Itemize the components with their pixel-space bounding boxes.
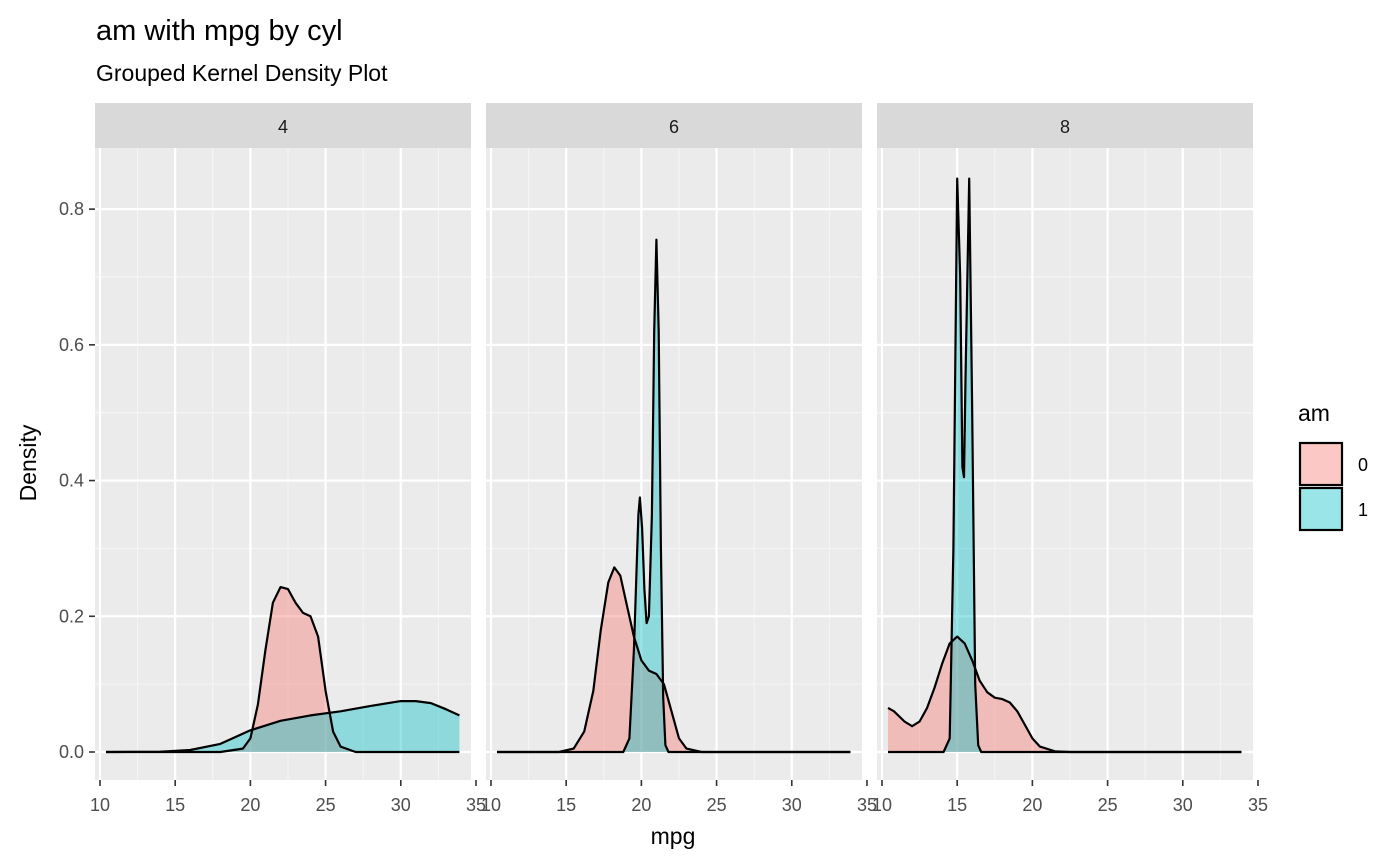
- panel-background: [486, 148, 862, 780]
- x-tick-label: 10: [872, 795, 892, 815]
- legend: am 0 1: [1298, 400, 1368, 532]
- y-tick-label: 0.8: [59, 199, 84, 219]
- chart-subtitle: Grouped Kernel Density Plot: [96, 60, 388, 86]
- legend-title: am: [1298, 400, 1330, 426]
- legend-label: 1: [1358, 500, 1368, 520]
- legend-key-am-1: [1298, 486, 1344, 532]
- density-line-am-1: [497, 238, 851, 754]
- density-area-am-0: [106, 587, 460, 752]
- facet-strip-label: 8: [1060, 117, 1070, 137]
- x-tick-label: 10: [481, 795, 501, 815]
- facet-strip: [486, 103, 862, 148]
- facet-panel-8: 8 10 15 20 25 30 35: [872, 103, 1268, 815]
- x-tick-label: 25: [1098, 795, 1118, 815]
- x-tick-label: 10: [90, 795, 110, 815]
- y-tick-label: 0.6: [59, 335, 84, 355]
- density-line-am-1: [105, 700, 460, 754]
- chart-title: am with mpg by cyl: [96, 15, 343, 47]
- density-layer: [887, 177, 1242, 754]
- x-tick-label: 35: [466, 795, 486, 815]
- legend-key-bg: [1299, 487, 1343, 531]
- x-tick-label: 35: [857, 795, 877, 815]
- facet-strip-label: 6: [669, 117, 679, 137]
- x-tick-label: 15: [165, 795, 185, 815]
- density-line-am-0: [106, 586, 460, 754]
- x-tick-label: 25: [707, 795, 727, 815]
- y-tick-label: 0.4: [59, 471, 84, 491]
- legend-label: 0: [1358, 455, 1368, 475]
- panel-background: [95, 148, 471, 780]
- x-tick-label: 15: [556, 795, 576, 815]
- facet-strip: [877, 103, 1253, 148]
- y-axis-title: Density: [15, 424, 41, 501]
- facet-strip-label: 4: [278, 117, 288, 137]
- panel-background: [877, 148, 1253, 780]
- facet-panel-4: 4 10 15 20 25 30 35 0.0 0.2 0.4 0.6 0.8: [59, 103, 486, 815]
- density-layer: [105, 586, 460, 754]
- x-tick-label: 15: [947, 795, 967, 815]
- facet-panels: 4 10 15 20 25 30 35 0.0 0.2 0.4 0.6 0.8 6 10 15 20 25 30 3…: [59, 103, 1268, 815]
- legend-key-bg: [1299, 442, 1343, 486]
- density-area-am-1: [106, 701, 460, 752]
- x-tick-label: 30: [391, 795, 411, 815]
- density-area-am-1: [888, 178, 1242, 753]
- x-tick-label: 30: [782, 795, 802, 815]
- density-layer: [497, 238, 851, 754]
- facet-strip: [95, 103, 471, 148]
- legend-key-am-0: [1298, 441, 1344, 487]
- y-tick-label: 0.2: [59, 606, 84, 626]
- x-axis-title: mpg: [651, 823, 696, 849]
- density-line-am-0: [497, 566, 851, 754]
- x-tick-label: 20: [240, 795, 260, 815]
- x-tick-label: 35: [1248, 795, 1268, 815]
- density-line-am-1: [888, 177, 1242, 754]
- x-tick-label: 25: [316, 795, 336, 815]
- x-tick-label: 30: [1173, 795, 1193, 815]
- x-tick-label: 20: [1022, 795, 1042, 815]
- facet-panel-6: 6 10 15 20 25 30 35: [481, 103, 877, 815]
- y-tick-label: 0.0: [59, 742, 84, 762]
- x-tick-label: 20: [631, 795, 651, 815]
